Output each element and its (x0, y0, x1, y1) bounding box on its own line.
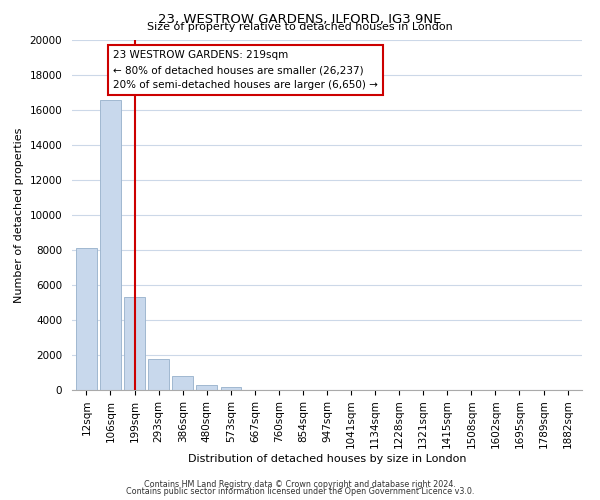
Bar (221, 386, 241, 390)
Text: Contains HM Land Registry data © Crown copyright and database right 2024.: Contains HM Land Registry data © Crown c… (144, 480, 456, 489)
Bar (148, 358, 169, 390)
Bar (100, 100, 121, 390)
Text: 23 WESTROW GARDENS: 219sqm
← 80% of detached houses are smaller (26,237)
20% of : 23 WESTROW GARDENS: 219sqm ← 80% of deta… (113, 50, 377, 90)
Bar (124, 297, 145, 390)
Text: 23, WESTROW GARDENS, ILFORD, IG3 9NE: 23, WESTROW GARDENS, ILFORD, IG3 9NE (158, 12, 442, 26)
Bar (172, 376, 193, 390)
Text: Size of property relative to detached houses in London: Size of property relative to detached ho… (147, 22, 453, 32)
Bar (76, 248, 97, 390)
Y-axis label: Number of detached properties: Number of detached properties (14, 128, 24, 302)
X-axis label: Distribution of detached houses by size in London: Distribution of detached houses by size … (188, 454, 466, 464)
Bar (196, 385, 217, 390)
Text: Contains public sector information licensed under the Open Government Licence v3: Contains public sector information licen… (126, 487, 474, 496)
